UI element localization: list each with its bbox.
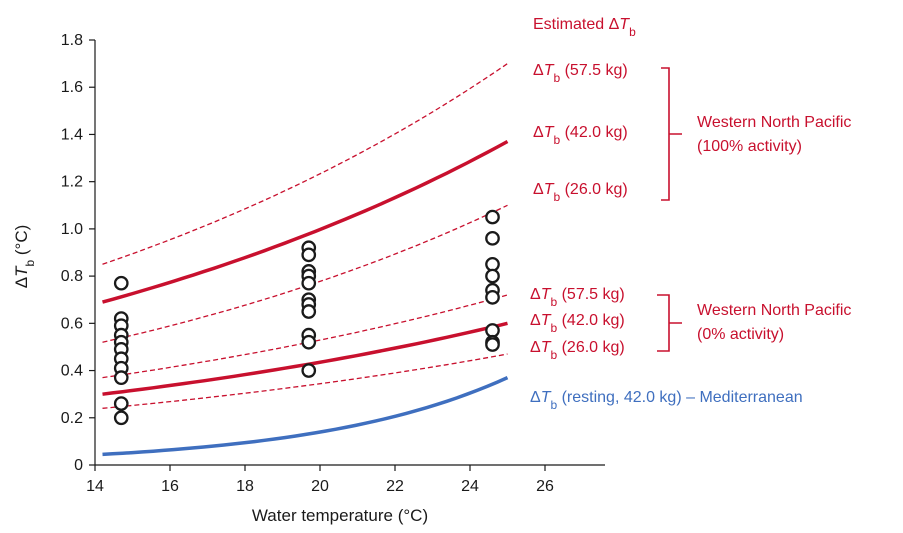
series-line-100-420 [102,139,509,304]
label-0-420: ΔTb (42.0 kg) [530,312,625,335]
data-point [113,410,129,426]
group-0-subtitle: (0% activity) [697,326,784,343]
x-tick-label: 22 [386,478,404,495]
series-line-0-575 [102,294,508,379]
data-point [113,396,129,411]
data-point [301,304,317,319]
data-point [301,247,317,263]
data-point [485,230,500,246]
annotations: Estimated ΔTb ΔTb (57.5 kg) ΔTb (42.0 kg) Δ… [530,16,851,412]
label-resting: ΔTb (resting, 42.0 kg) – Mediterranean [530,389,803,412]
group-100-title: Western North Pacific [697,114,851,131]
y-tick-label: 1.6 [61,79,83,96]
series-line-rest-420 [102,376,509,457]
data-point [301,363,317,378]
label-100-575: ΔTb (57.5 kg) [533,62,628,85]
data-point [113,275,129,291]
x-axis-title: Water temperature (°C) [252,506,428,525]
label-100-260: ΔTb (26.0 kg) [533,181,628,204]
series-line-100-575 [102,63,508,265]
data-point [485,290,500,305]
y-tick-label: 0 [74,457,83,474]
group-100-subtitle: (100% activity) [697,138,802,155]
axes: 14 16 18 20 22 24 26 0 0.2 0.4 0.6 0.8 1.0 1.2 1.4 1.6 1… [12,32,605,525]
data-point [485,256,500,272]
label-0-260: ΔTb (26.0 kg) [530,339,625,362]
y-tick-label: 0.6 [61,315,83,332]
data-point [485,268,500,284]
data-points [113,209,500,426]
label-0-575: ΔTb (57.5 kg) [530,286,625,309]
bracket-0 [657,294,682,352]
x-tick-label: 20 [311,478,329,495]
data-point [113,370,129,385]
label-100-420: ΔTb (42.0 kg) [533,124,628,147]
x-tick-label: 18 [236,478,254,495]
y-tick-label: 1.8 [61,32,83,49]
data-point [485,337,500,352]
series-line-0-260 [102,353,508,409]
x-tick-label: 24 [461,478,479,495]
x-tick-label: 16 [161,478,179,495]
y-tick-label: 1.0 [61,221,83,238]
y-axis-title: ΔTb (°C) [12,225,37,289]
data-point [485,209,500,225]
bracket-100 [661,67,682,201]
data-point [485,323,500,338]
header-label: Estimated ΔTb [533,16,636,39]
y-tick-label: 1.2 [61,174,83,191]
x-tick-label: 14 [86,478,104,495]
data-point [301,275,317,291]
y-tick-label: 0.2 [61,410,83,427]
data-point [301,334,317,350]
group-0-title: Western North Pacific [697,302,851,319]
y-tick-label: 0.8 [61,268,83,285]
y-tick-label: 1.4 [61,126,83,143]
y-tick-label: 0.4 [61,363,83,380]
x-tick-label: 26 [536,478,554,495]
